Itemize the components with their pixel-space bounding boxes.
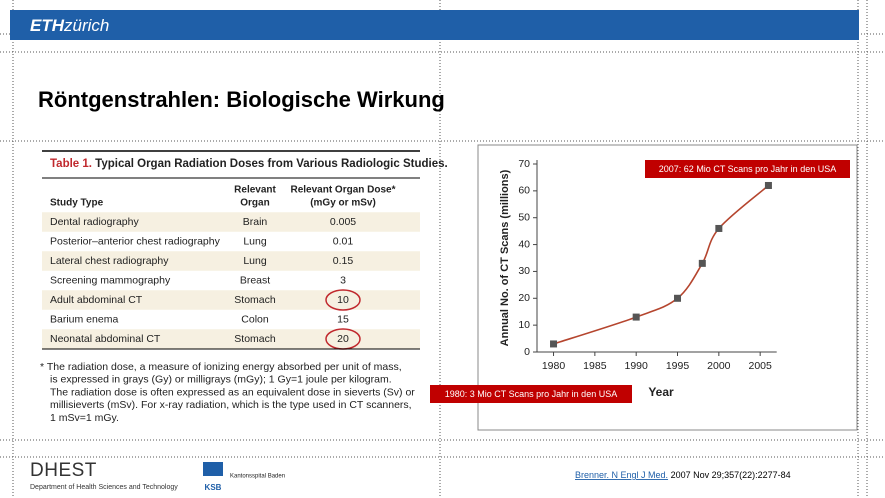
y-tick-label: 0 <box>524 346 530 358</box>
table-cell: Colon <box>241 313 269 325</box>
table-cell: Lateral chest radiography <box>50 255 169 267</box>
footnote-line: is expressed in grays (Gy) or milligrays… <box>50 374 392 386</box>
y-tick-label: 40 <box>518 238 530 250</box>
footnote-line: 1 mSv=1 mGy. <box>50 412 119 424</box>
data-point <box>715 224 723 232</box>
annotation: 2007: 62 Mio CT Scans pro Jahr in den US… <box>659 164 836 174</box>
column-header: (mGy or mSv) <box>310 198 376 209</box>
table-cell: Breast <box>240 274 270 286</box>
table-cell: Stomach <box>234 333 276 345</box>
chart: 0 10 20 30 40 50 60 70 1980 1985 1990 1995 2000 2005 Y… <box>430 158 850 403</box>
table-cell: Stomach <box>234 294 276 306</box>
data-point <box>698 259 706 267</box>
data-point <box>674 294 682 302</box>
logo: ETHzürich <box>30 16 109 35</box>
chart-frame <box>477 144 858 431</box>
y-tick-label: 70 <box>518 158 530 170</box>
table-cell: 15 <box>337 313 349 325</box>
footnote-line: millisieverts (mSv). For x-ray radiation… <box>50 399 412 411</box>
data-point <box>764 181 772 189</box>
column-header: Relevant <box>234 185 276 196</box>
table-cell: Lung <box>243 235 267 247</box>
y-tick-label: 60 <box>518 185 530 197</box>
annotation-box <box>645 160 850 178</box>
column-header: Study Type <box>50 198 104 209</box>
table-cell: Posterior–anterior chest radiography <box>50 235 221 247</box>
dhest-sub: Department of Health Sciences and Techno… <box>30 484 178 491</box>
header-bar <box>10 10 859 40</box>
logo-bold: ETH <box>30 16 65 35</box>
table-cell: Neonatal abdominal CT <box>50 333 161 345</box>
footnote-line: The radiation dose is often expressed as… <box>50 386 415 398</box>
table-cell: 0.15 <box>333 255 354 267</box>
x-tick-label: 1980 <box>542 360 566 372</box>
table-cell: 3 <box>340 274 346 286</box>
table-cell: Adult abdominal CT <box>50 294 143 306</box>
ksb-icon <box>203 462 223 476</box>
y-tick-label: 20 <box>518 292 530 304</box>
table-cell: Brain <box>243 216 268 228</box>
table-cell: 0.005 <box>330 216 356 228</box>
data-point <box>632 313 640 321</box>
table-cell: Lung <box>243 255 267 267</box>
slide-title: Röntgenstrahlen: Biologische Wirkung <box>38 87 445 112</box>
ksb-logo: KSB <box>205 483 222 492</box>
x-tick-label: 1990 <box>625 360 649 372</box>
x-axis-label: Year <box>648 385 674 399</box>
data-point <box>550 340 558 348</box>
citation-rest: 2007 Nov 29;357(22):2277-84 <box>671 470 791 480</box>
y-tick-label: 30 <box>518 265 530 277</box>
annotation: 1980: 3 Mio CT Scans pro Jahr in den USA <box>445 389 617 399</box>
annotation-box <box>430 385 632 403</box>
table-label: Table 1. <box>50 158 92 170</box>
y-tick-label: 10 <box>518 319 530 331</box>
x-tick-label: 2005 <box>748 360 772 372</box>
ksb-name: Kantonsspital Baden <box>230 474 285 480</box>
x-tick-label: 1995 <box>666 360 690 372</box>
row-shade <box>42 290 420 310</box>
column-header: Organ <box>240 198 269 209</box>
table-cell: 0.01 <box>333 235 354 247</box>
table-cell: Dental radiography <box>50 216 139 228</box>
table-cell: 10 <box>337 294 349 306</box>
y-axis-label: Annual No. of CT Scans (millions) <box>499 169 511 346</box>
row-shade <box>42 329 420 349</box>
row-shade <box>42 212 420 232</box>
x-tick-label: 1985 <box>583 360 607 372</box>
dhest-logo: DHEST <box>30 460 97 481</box>
y-tick-label: 50 <box>518 211 530 223</box>
citation: Brenner. N Engl J Med. 2007 Nov 29;357(2… <box>575 470 791 480</box>
column-header: Relevant Organ Dose* <box>290 185 395 196</box>
table-cell: Barium enema <box>50 313 118 325</box>
table-cell: 20 <box>337 333 349 345</box>
table-caption: Table 1. Typical Organ Radiation Doses f… <box>50 158 448 170</box>
highlight-circle <box>325 289 361 311</box>
row-shade <box>42 251 420 271</box>
table-cell: Screening mammography <box>50 274 171 286</box>
table: Table 1. Typical Organ Radiation Doses f… <box>40 150 448 424</box>
footnote-line: * The radiation dose, a measure of ioniz… <box>40 361 402 373</box>
logo-italic: zürich <box>63 16 109 35</box>
table-caption-text: Typical Organ Radiation Doses from Vario… <box>95 158 448 170</box>
data-line <box>553 184 769 345</box>
citation-link[interactable]: Brenner. N Engl J Med. <box>575 470 668 480</box>
x-tick-label: 2000 <box>707 360 731 372</box>
footer: DHEST Department of Health Sciences and … <box>30 460 791 492</box>
